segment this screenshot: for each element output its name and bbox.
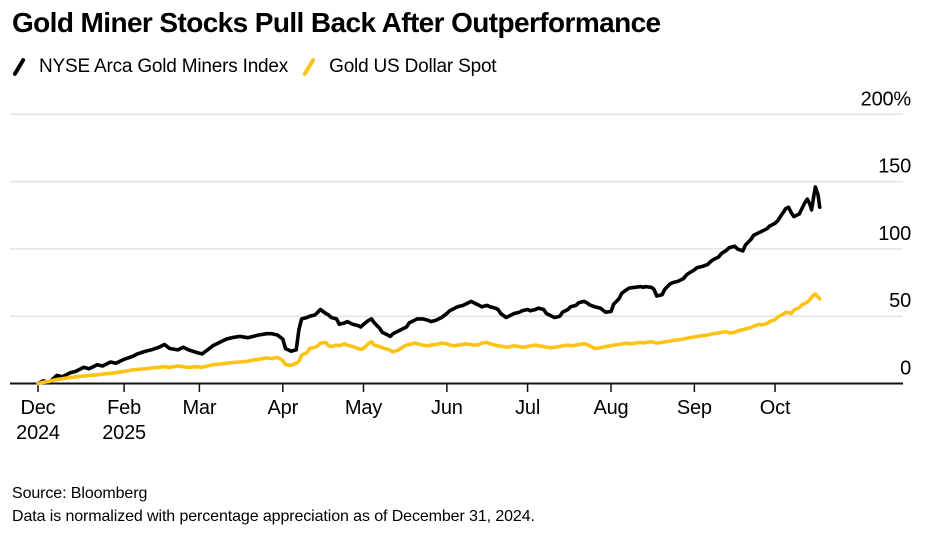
svg-text:2025: 2025 bbox=[102, 422, 146, 444]
svg-text:Feb: Feb bbox=[107, 397, 141, 419]
svg-text:Dec: Dec bbox=[21, 397, 56, 419]
svg-text:Sep: Sep bbox=[677, 397, 712, 419]
svg-text:2024: 2024 bbox=[16, 422, 60, 444]
svg-text:50: 50 bbox=[889, 290, 911, 312]
svg-text:Jul: Jul bbox=[515, 397, 540, 419]
legend-item-label: NYSE Arca Gold Miners Index bbox=[39, 56, 289, 77]
footer: Source: Bloomberg Data is normalized wit… bbox=[12, 483, 535, 528]
legend-item-miners: NYSE Arca Gold Miners Index bbox=[12, 56, 289, 78]
svg-text:Oct: Oct bbox=[760, 397, 791, 419]
svg-text:Aug: Aug bbox=[593, 397, 628, 419]
svg-text:100: 100 bbox=[878, 223, 911, 245]
svg-text:Mar: Mar bbox=[182, 397, 216, 419]
svg-text:Jun: Jun bbox=[431, 397, 463, 419]
svg-text:May: May bbox=[345, 397, 382, 419]
source-line: Source: Bloomberg bbox=[12, 485, 148, 502]
legend-item-gold: Gold US Dollar Spot bbox=[302, 56, 497, 78]
legend-item-label: Gold US Dollar Spot bbox=[329, 56, 497, 77]
svg-text:150: 150 bbox=[878, 156, 911, 178]
svg-text:Apr: Apr bbox=[268, 397, 299, 419]
note-line: Data is normalized with percentage appre… bbox=[12, 507, 535, 525]
svg-text:0: 0 bbox=[900, 358, 911, 380]
legend: NYSE Arca Gold Miners Index Gold US Doll… bbox=[12, 56, 497, 78]
page-title: Gold Miner Stocks Pull Back After Outper… bbox=[12, 7, 661, 38]
svg-text:200%: 200% bbox=[861, 88, 912, 110]
